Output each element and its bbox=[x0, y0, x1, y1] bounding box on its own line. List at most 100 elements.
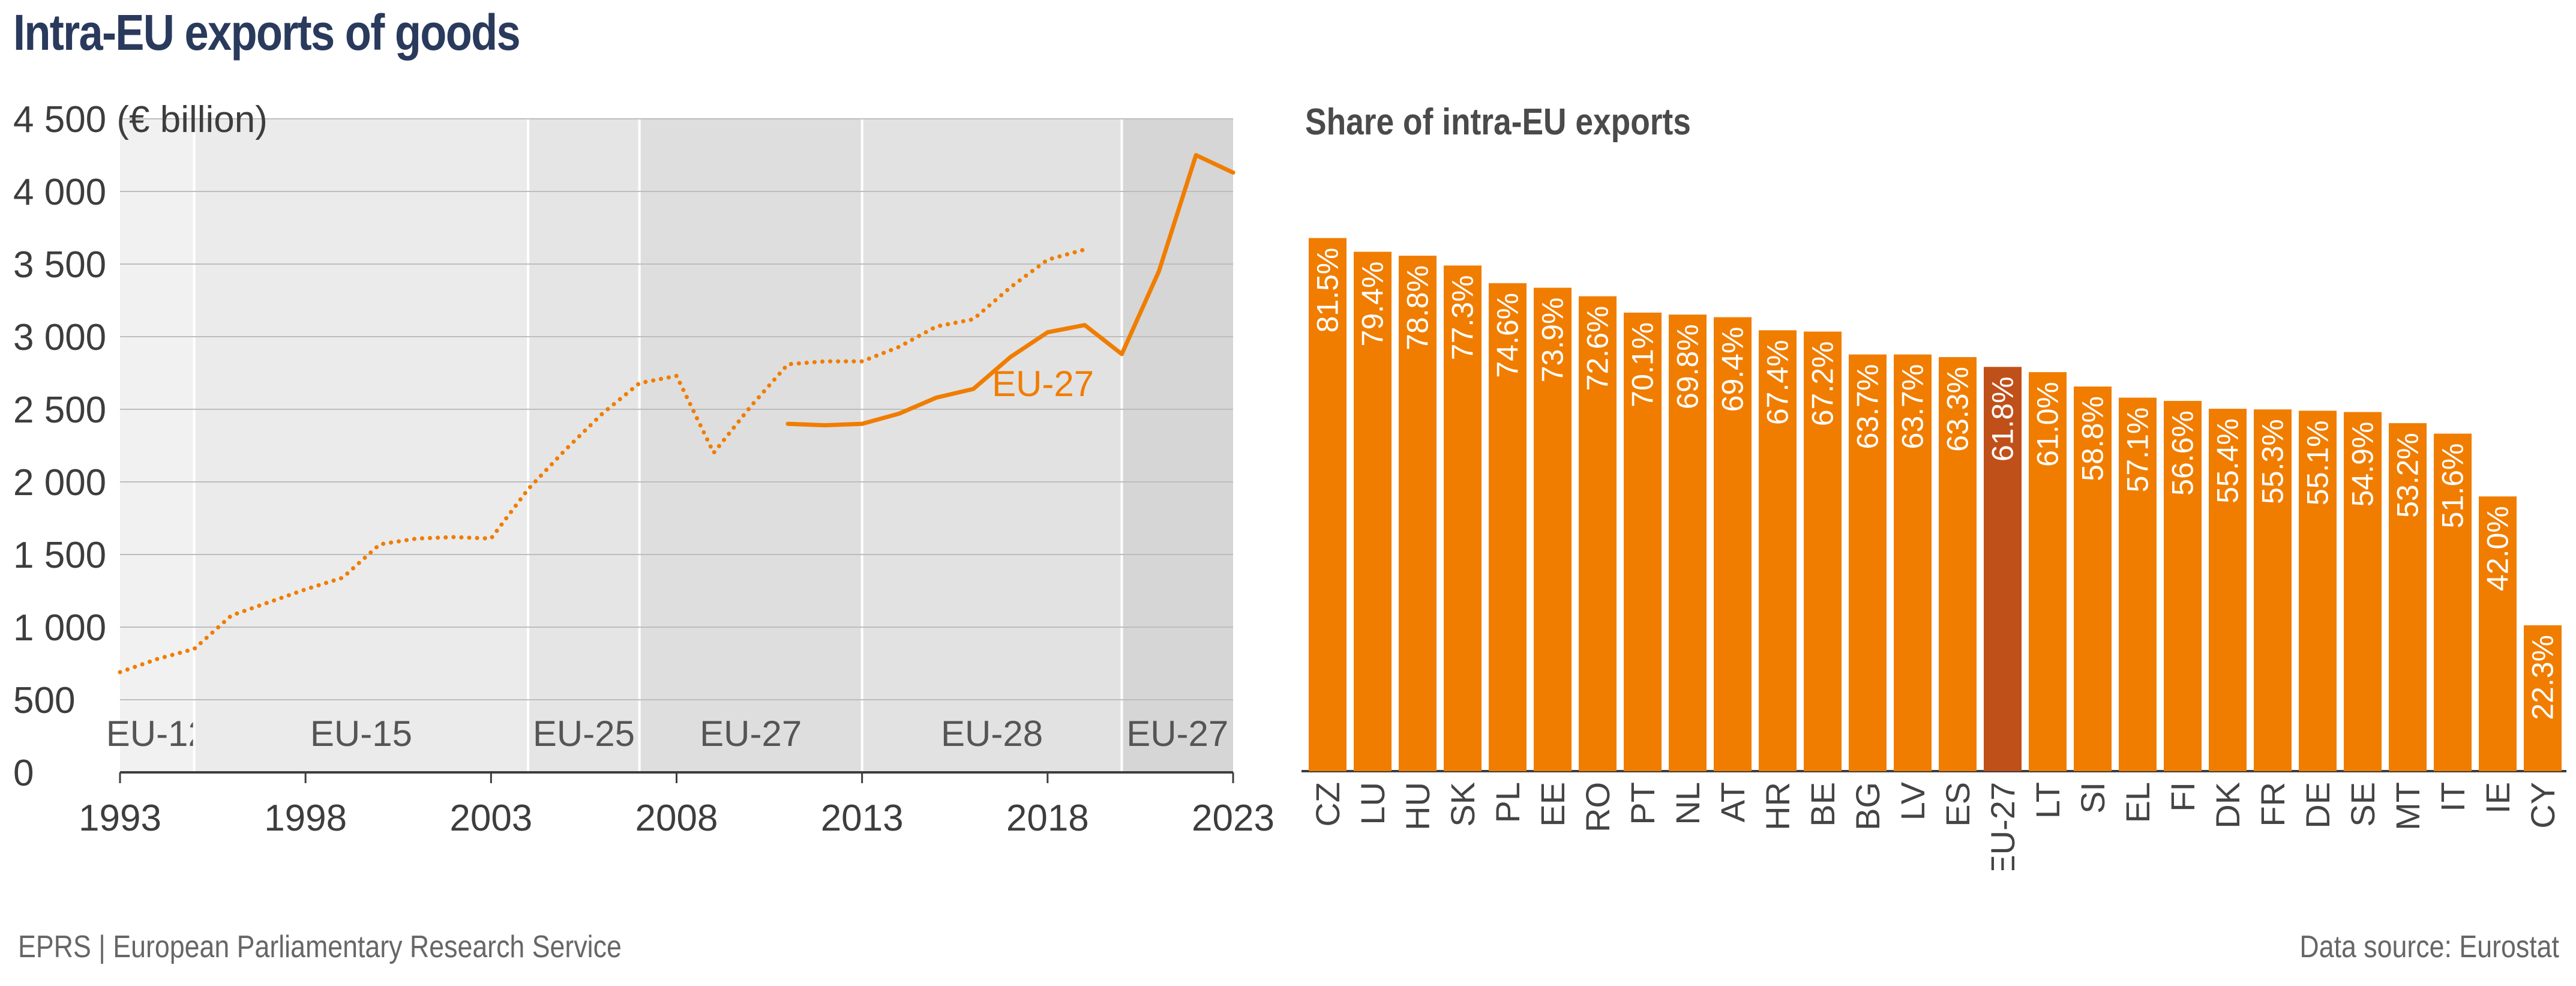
bar-value-label: 42.0% bbox=[2481, 506, 2515, 591]
bar-value-label: 63.7% bbox=[1851, 364, 1885, 449]
x-tick-label: 2018 bbox=[1006, 798, 1089, 839]
bar-value-label: 22.3% bbox=[2526, 635, 2560, 720]
footer-data-source: Data source: Eurostat bbox=[2299, 930, 2559, 964]
era-label: EU-27 bbox=[1126, 714, 1228, 754]
bar-category-label: HR bbox=[1759, 782, 1797, 831]
bar-category-label: PT bbox=[1624, 782, 1662, 825]
bar-lu bbox=[1354, 251, 1392, 771]
bar-category-label: PL bbox=[1489, 782, 1527, 823]
bar-category-label: RO bbox=[1579, 782, 1617, 832]
bar-cy bbox=[2524, 625, 2562, 771]
bar-value-label: 67.4% bbox=[1761, 340, 1795, 425]
bar-mt bbox=[2389, 423, 2427, 771]
bar-at bbox=[1714, 317, 1752, 771]
x-tick-label: 1998 bbox=[264, 798, 347, 839]
bar-value-label: 61.0% bbox=[2031, 382, 2065, 467]
bar-lv bbox=[1894, 354, 1932, 771]
era-label: EU-15 bbox=[310, 714, 412, 754]
x-tick-label: 2013 bbox=[821, 798, 904, 839]
era-label: EU-27 bbox=[700, 714, 802, 754]
x-tick-label: 1993 bbox=[79, 798, 161, 839]
y-tick-label: 500 bbox=[13, 680, 75, 721]
bar-category-label: EE bbox=[1534, 782, 1572, 827]
bar-category-label: SI bbox=[2074, 782, 2112, 814]
bar-pl bbox=[1489, 283, 1527, 771]
bar-nl bbox=[1669, 314, 1707, 771]
bar-value-label: 51.6% bbox=[2436, 443, 2470, 529]
line-chart: EU-12 EU-15 EU-25 EU-27 EU-28 EU-27 0 500 1 000 1… bbox=[13, 99, 1274, 839]
bar-category-label: IT bbox=[2434, 782, 2472, 812]
bar-value-label: 63.3% bbox=[1941, 367, 1975, 452]
bar-el bbox=[2119, 397, 2157, 771]
bar-lt bbox=[2029, 372, 2067, 771]
bar-pt bbox=[1624, 312, 1662, 771]
bar-value-label: 63.7% bbox=[1896, 364, 1930, 449]
bar-ro bbox=[1579, 296, 1617, 771]
bar-bg bbox=[1849, 354, 1887, 771]
bar-category-label: BE bbox=[1804, 782, 1842, 827]
era-band-eu-25 bbox=[528, 119, 640, 772]
y-tick-label: 4 500 (€ billion) bbox=[13, 99, 268, 140]
bar-value-label: 56.6% bbox=[2166, 410, 2200, 496]
bar-category-label: SE bbox=[2344, 782, 2382, 827]
bar-chart: 81.5% CZ 79.4% LU 78.8% HU 77.3% SK 74.6% PL 73.9%… bbox=[1302, 238, 2566, 870]
bar-category-label: LT bbox=[2029, 782, 2067, 819]
bar-value-label: 69.8% bbox=[1671, 324, 1705, 409]
bar-value-label: 74.6% bbox=[1491, 293, 1525, 378]
bar-category-label: MT bbox=[2389, 782, 2427, 831]
bar-chart-title: Share of intra-EU exports bbox=[1305, 101, 1691, 143]
dotted-series-line bbox=[118, 247, 1087, 675]
bar-si bbox=[2074, 386, 2112, 771]
bar-value-label: 79.4% bbox=[1356, 262, 1390, 347]
bar-sk bbox=[1444, 265, 1482, 771]
bar-es bbox=[1939, 357, 1977, 771]
bar-category-label: LU bbox=[1354, 782, 1392, 825]
bar-category-label: DK bbox=[2209, 782, 2247, 829]
x-tick-label: 2023 bbox=[1192, 798, 1274, 839]
bar-value-label: 55.3% bbox=[2256, 419, 2290, 504]
bar-category-label: EL bbox=[2119, 782, 2157, 823]
bar-category-label: NL bbox=[1669, 782, 1707, 825]
bar-value-label: 55.1% bbox=[2301, 420, 2335, 505]
y-tick-label: 1 000 bbox=[13, 607, 106, 649]
bar-value-label: 69.4% bbox=[1716, 327, 1750, 412]
y-tick-label: 2 000 bbox=[13, 462, 106, 504]
bar-hr bbox=[1759, 330, 1797, 771]
x-tick-label: 2008 bbox=[635, 798, 718, 839]
era-label: EU-25 bbox=[533, 714, 635, 754]
bar-value-label: 58.8% bbox=[2076, 396, 2110, 481]
bar-ie bbox=[2479, 496, 2517, 771]
bar-dk bbox=[2209, 409, 2247, 771]
y-tick-label: 0 bbox=[13, 753, 34, 794]
era-band-eu-27 bbox=[639, 119, 862, 772]
bar-value-label: 81.5% bbox=[1311, 248, 1345, 333]
bar-category-label: CZ bbox=[1309, 782, 1347, 827]
bar-value-label: 78.8% bbox=[1401, 265, 1435, 350]
bar-category-label: FR bbox=[2254, 782, 2292, 827]
bar-value-label: 73.9% bbox=[1536, 297, 1570, 382]
bar-value-label: 77.3% bbox=[1446, 275, 1480, 360]
bar-value-label: 54.9% bbox=[2346, 422, 2380, 507]
era-band-eu-15 bbox=[194, 119, 529, 772]
bar-value-label: 53.2% bbox=[2391, 433, 2425, 518]
bar-category-label: SK bbox=[1444, 782, 1482, 827]
y-tick-label: 1 500 bbox=[13, 535, 106, 576]
page-title: Intra-EU exports of goods bbox=[13, 4, 521, 61]
bar-ee bbox=[1534, 287, 1572, 771]
bar-category-label: LV bbox=[1894, 781, 1932, 820]
bar-cz bbox=[1309, 238, 1347, 771]
bar-category-label: CY bbox=[2524, 782, 2562, 829]
bar-category-label: BG bbox=[1849, 782, 1887, 831]
bar-be bbox=[1804, 331, 1842, 771]
y-tick-label: 2 500 bbox=[13, 389, 106, 431]
bar-category-label: AT bbox=[1714, 782, 1752, 822]
y-tick-label: 3 500 bbox=[13, 244, 106, 286]
y-tick-label: 3 000 bbox=[13, 317, 106, 358]
bar-category-label: DE bbox=[2299, 782, 2337, 829]
bar-hu bbox=[1399, 256, 1437, 772]
bar-value-label: 70.1% bbox=[1626, 322, 1660, 407]
bar-category-label: EU-27 bbox=[1984, 782, 2022, 870]
y-tick-label: 4 000 bbox=[13, 172, 106, 213]
bar-value-label: 72.6% bbox=[1581, 306, 1615, 391]
era-label: EU-12 bbox=[106, 714, 208, 754]
